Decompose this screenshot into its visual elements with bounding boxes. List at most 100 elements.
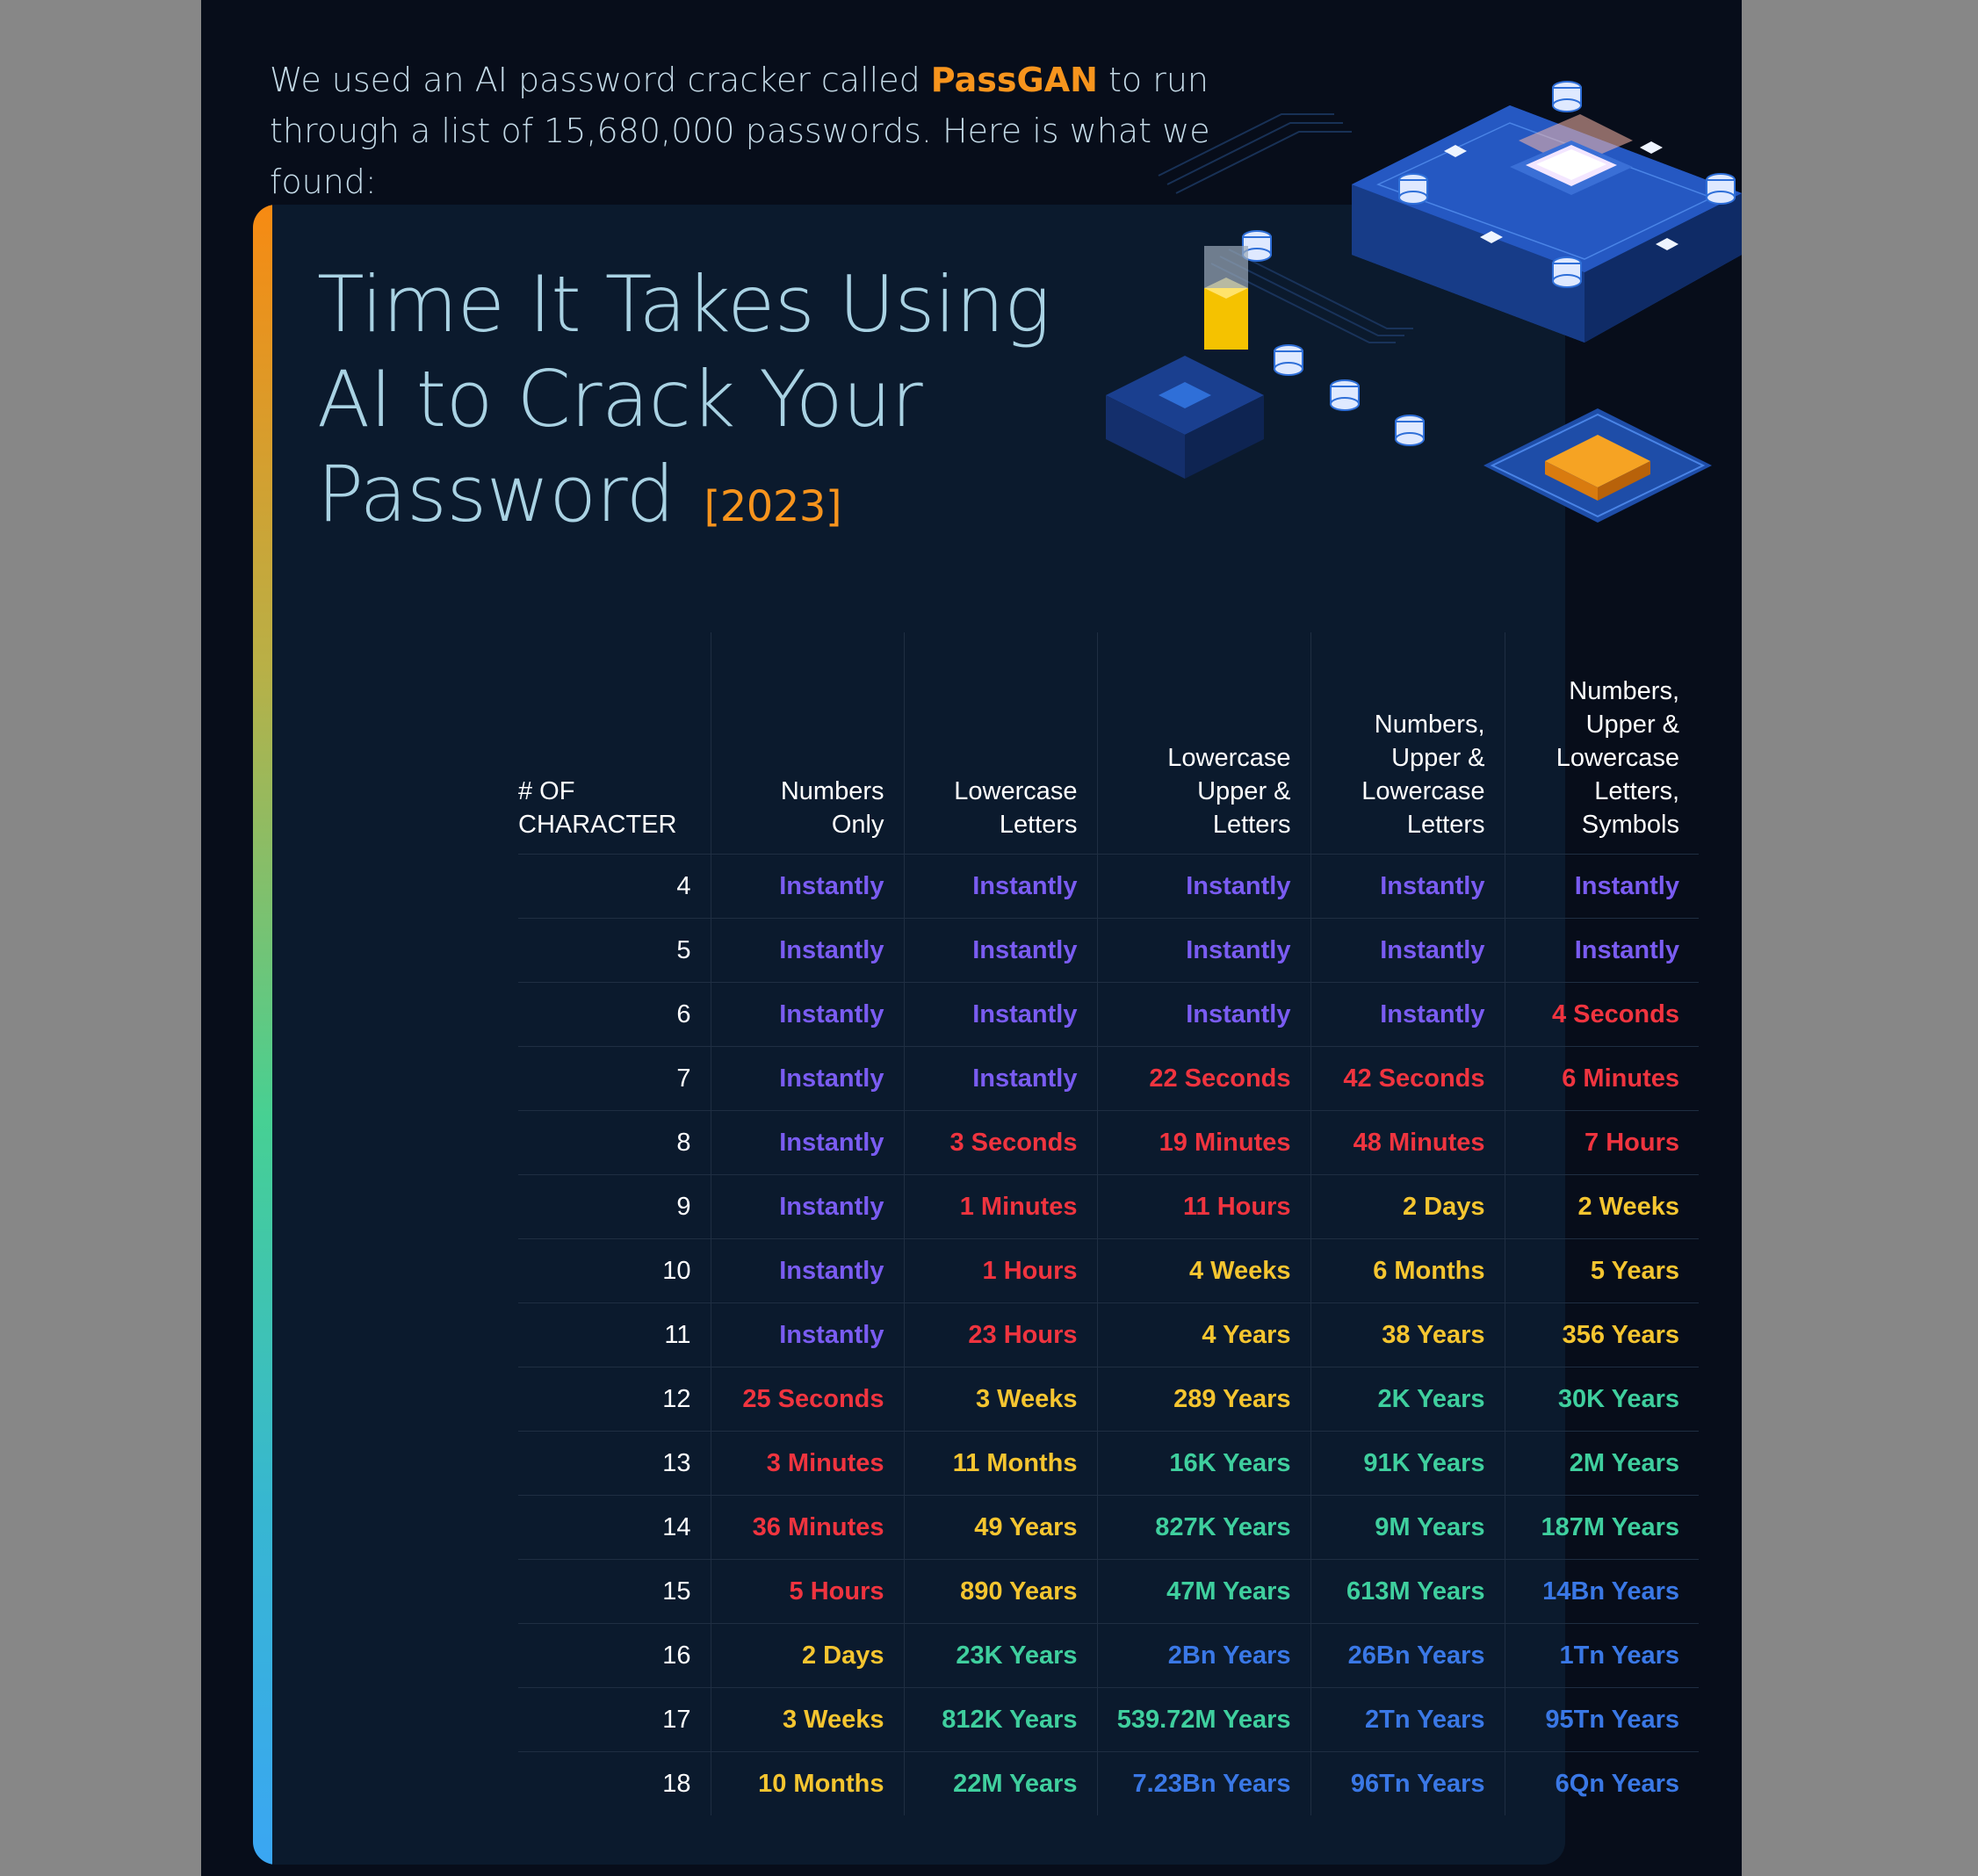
crack-time-cell: 2 Weeks: [1504, 1174, 1699, 1239]
crack-time-cell: 49 Years: [903, 1495, 1097, 1560]
table-row: 11 Instantly 23 Hours 4 Years 38 Years 356 Ye…: [518, 1302, 1699, 1367]
character-count-cell: 8: [518, 1110, 711, 1175]
crack-time-cell: Instantly: [1310, 982, 1505, 1047]
column-header-line: Letters,: [1594, 777, 1679, 805]
main-server-block: [1352, 105, 1742, 343]
crack-time-cell: 11 Months: [903, 1431, 1097, 1496]
column-header-line: Upper &: [1585, 711, 1679, 739]
crack-time-cell: Instantly: [1504, 854, 1699, 919]
character-count-cell: 4: [518, 854, 711, 919]
crack-time-table: # OF CHARACTER Numbers Only Lowercase Letters…: [518, 632, 1699, 1815]
column-header-line: Upper &: [1197, 777, 1291, 805]
crack-time-cell: 7.23Bn Years: [1096, 1751, 1310, 1815]
small-server-stack: [1106, 356, 1264, 479]
crack-time-cell: 613M Years: [1310, 1559, 1505, 1624]
crack-time-cell: 25 Seconds: [710, 1367, 904, 1432]
white-pads: [1444, 141, 1678, 250]
crack-time-cell: 23 Hours: [903, 1302, 1097, 1367]
crack-time-cell: 38 Years: [1310, 1302, 1505, 1367]
crack-time-cell: 1Tn Years: [1504, 1623, 1699, 1688]
character-count-cell: 16: [518, 1623, 711, 1688]
intro-text: We used an AI password cracker called Pa…: [270, 54, 1324, 207]
crack-time-cell: Instantly: [710, 854, 904, 919]
column-header-line: Lowercase: [1167, 744, 1291, 772]
column-header-0: # OF CHARACTER: [518, 632, 711, 855]
title-line-3: Password: [317, 449, 675, 539]
crack-time-cell: 3 Weeks: [903, 1367, 1097, 1432]
crack-time-cell: 289 Years: [1096, 1367, 1310, 1432]
column-header-line: Numbers,: [1569, 677, 1679, 705]
crack-time-cell: 47M Years: [1096, 1559, 1310, 1624]
circuit-lines: [1158, 113, 1413, 343]
crack-time-cell: 1 Minutes: [903, 1174, 1097, 1239]
crack-time-cell: 36 Minutes: [710, 1495, 904, 1560]
character-count-cell: 10: [518, 1238, 711, 1303]
gradient-accent-bar: [253, 205, 272, 1865]
intro-line2: through a list of 15,680,000 passwords. …: [270, 112, 1210, 201]
crack-time-cell: 3 Minutes: [710, 1431, 904, 1496]
column-header-line: Upper &: [1391, 744, 1485, 772]
intro-line1-after: to run: [1097, 61, 1209, 99]
crack-time-cell: 2M Years: [1504, 1431, 1699, 1496]
title-line-2: AI to Crack Your: [317, 354, 923, 444]
crack-time-cell: Instantly: [1096, 918, 1310, 983]
crack-time-cell: 356 Years: [1504, 1302, 1699, 1367]
column-header-line: Letters: [999, 811, 1078, 839]
passgan-highlight: PassGAN: [930, 61, 1098, 99]
crack-time-cell: 5 Hours: [710, 1559, 904, 1624]
table-row: 5 Instantly Instantly Instantly Instantly Ins…: [518, 918, 1699, 983]
crack-time-cell: 539.72M Years: [1096, 1687, 1310, 1752]
character-count-cell: 14: [518, 1495, 711, 1560]
crack-time-cell: 2K Years: [1310, 1367, 1505, 1432]
crack-time-cell: 48 Minutes: [1310, 1110, 1505, 1175]
crack-time-cell: 42 Seconds: [1310, 1046, 1505, 1111]
crack-time-cell: Instantly: [710, 1110, 904, 1175]
crack-time-cell: Instantly: [710, 1302, 904, 1367]
crack-time-cell: 4 Years: [1096, 1302, 1310, 1367]
table-header-row: # OF CHARACTER Numbers Only Lowercase Letters…: [518, 632, 1699, 855]
crack-time-cell: Instantly: [903, 1046, 1097, 1111]
crack-time-cell: 11 Hours: [1096, 1174, 1310, 1239]
crack-time-cell: 22 Seconds: [1096, 1046, 1310, 1111]
crack-time-cell: Instantly: [903, 918, 1097, 983]
crack-time-cell: 6Qn Years: [1504, 1751, 1699, 1815]
crack-time-cell: 7 Hours: [1504, 1110, 1699, 1175]
crack-time-cell: 26Bn Years: [1310, 1623, 1505, 1688]
crack-time-cell: Instantly: [710, 1046, 904, 1111]
crack-time-cell: Instantly: [1310, 854, 1505, 919]
column-header-line: Letters: [1406, 811, 1485, 839]
column-header-line: Numbers,: [1374, 711, 1485, 739]
character-count-cell: 15: [518, 1559, 711, 1624]
column-header-5: Numbers, Upper & Lowercase Letters, Symbols: [1504, 632, 1699, 855]
character-count-cell: 7: [518, 1046, 711, 1111]
crack-time-cell: Instantly: [1310, 918, 1505, 983]
character-count-cell: 13: [518, 1431, 711, 1496]
column-header-line: Letters: [1212, 811, 1291, 839]
crack-time-cell: Instantly: [710, 982, 904, 1047]
table-row: 8 Instantly 3 Seconds 19 Minutes 48 Minutes 7…: [518, 1110, 1699, 1175]
title-line-1: Time It Takes Using: [317, 259, 1050, 350]
crack-time-cell: 23K Years: [903, 1623, 1097, 1688]
crack-time-cell: 2 Days: [710, 1623, 904, 1688]
crack-time-cell: 3 Weeks: [710, 1687, 904, 1752]
central-glowing-chip: [1510, 114, 1633, 195]
table-row: 17 3 Weeks 812K Years 539.72M Years 2Tn Year…: [518, 1687, 1699, 1752]
character-count-cell: 6: [518, 982, 711, 1047]
crack-time-cell: Instantly: [710, 1174, 904, 1239]
column-header-line: Lowercase: [954, 777, 1078, 805]
crack-time-cell: 19 Minutes: [1096, 1110, 1310, 1175]
character-count-cell: 18: [518, 1751, 711, 1815]
crack-time-cell: 3 Seconds: [903, 1110, 1097, 1175]
crack-time-cell: 890 Years: [903, 1559, 1097, 1624]
column-header-line: Lowercase: [1556, 744, 1679, 772]
isometric-server-illustration: [1106, 81, 1742, 523]
crack-time-cell: 1 Hours: [903, 1238, 1097, 1303]
crack-time-cell: 827K Years: [1096, 1495, 1310, 1560]
crack-time-cell: 22M Years: [903, 1751, 1097, 1815]
crack-time-cell: 812K Years: [903, 1687, 1097, 1752]
character-count-cell: 17: [518, 1687, 711, 1752]
character-count-cell: 5: [518, 918, 711, 983]
crack-time-cell: 6 Minutes: [1504, 1046, 1699, 1111]
table-row: 15 5 Hours 890 Years 47M Years 613M Years 14B…: [518, 1559, 1699, 1624]
crack-time-cell: Instantly: [1504, 918, 1699, 983]
